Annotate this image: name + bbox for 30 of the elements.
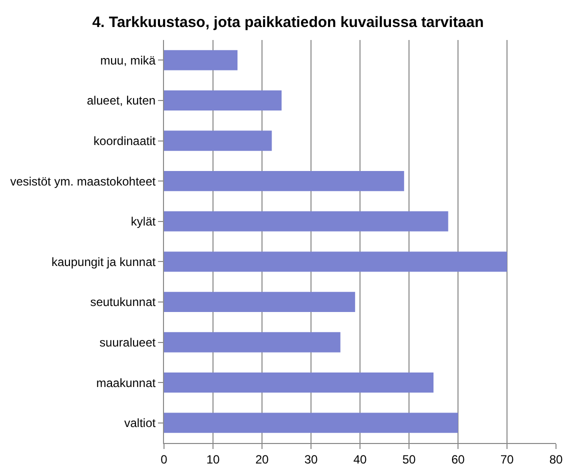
x-tick-label: 10 (206, 452, 220, 466)
bar (164, 332, 340, 352)
x-tick-label: 80 (549, 452, 563, 466)
y-tick-label: vesistöt ym. maastokohteet (10, 174, 156, 188)
bar (164, 372, 434, 393)
bar (164, 211, 448, 232)
y-tick-label: koordinaatit (94, 134, 156, 148)
x-tick-label: 20 (255, 452, 269, 466)
y-tick-label: seutukunnat (90, 295, 156, 310)
chart-title: 4. Tarkkuustaso, jota paikkatiedon kuvailussa tarvitaan (92, 14, 484, 32)
y-tick-label: muu, mikä (100, 53, 156, 68)
x-tick-label: 50 (402, 452, 416, 466)
y-tick-label: valtiot (124, 416, 156, 430)
x-tick-label: 30 (304, 452, 318, 466)
bar (164, 170, 404, 192)
x-tick-label: 70 (500, 452, 514, 466)
x-tick-label: 40 (353, 452, 367, 466)
y-tick-label: kaupungit ja kunnat (52, 254, 156, 269)
y-tick-label: kylät (130, 214, 156, 229)
x-tick-label: 0 (160, 452, 168, 466)
y-tick-label: suuralueet (100, 335, 156, 350)
bar (164, 90, 282, 111)
bar (164, 130, 272, 151)
y-tick-label: maakunnat (96, 376, 156, 390)
x-tick-label: 60 (451, 452, 465, 466)
bar (164, 412, 458, 433)
bar (164, 252, 507, 272)
bar (164, 292, 356, 312)
bar (164, 50, 238, 70)
y-tick-label: alueet, kuten (86, 94, 156, 108)
